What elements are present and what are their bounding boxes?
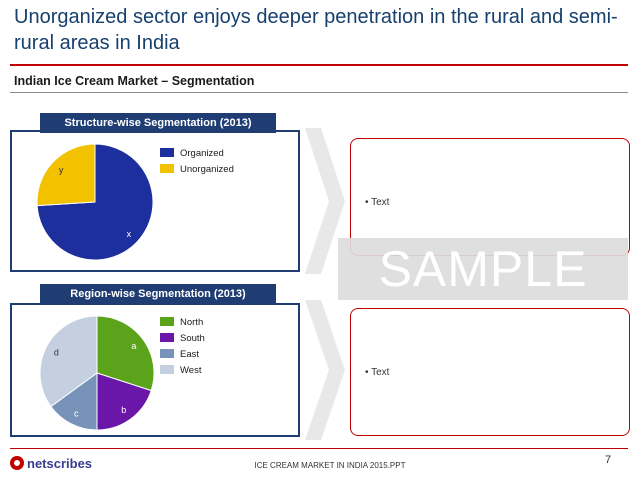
footer-report-name: ICE CREAM MARKET IN INDIA 2015.PPT [254, 461, 406, 470]
legend-swatch [160, 365, 174, 374]
structure-chart-box: x Organized y Unorganized [10, 130, 300, 272]
bullet-item: • Text [365, 197, 390, 208]
section-heading: Indian Ice Cream Market – Segmentation [14, 74, 255, 88]
pie-slice-unorganized [36, 143, 96, 207]
pie-slice-east [50, 372, 98, 431]
page-number: 7 [605, 454, 612, 466]
legend-label: South [180, 333, 205, 344]
pie-data-label: d [54, 347, 59, 357]
footer-divider [10, 448, 628, 449]
pie-data-label: a [131, 341, 136, 351]
pie-slice-west [39, 315, 98, 408]
watermark-band [338, 238, 628, 300]
bullet-item: • Text [365, 367, 390, 378]
pie-slice-south [96, 372, 152, 431]
legend-label: Organized [180, 148, 224, 159]
structure-segmentation-header: Structure-wise Segmentation (2013) [40, 113, 276, 133]
pie-data-label: y [59, 165, 64, 175]
arrow-chevron-top [305, 128, 345, 274]
pie-data-label: x [127, 229, 132, 239]
region-segmentation-header: Region-wise Segmentation (2013) [40, 284, 276, 304]
title-divider [10, 64, 628, 66]
netscribes-logo: netscribes [10, 456, 92, 474]
region-chart-box: a North b South c East d West [10, 303, 300, 437]
arrow-chevron-bottom [305, 300, 345, 440]
region-text-box: • Text [350, 308, 630, 436]
legend-swatch [160, 349, 174, 358]
region-pie-chart: a North b South c East d West [39, 315, 205, 431]
bullet-text: Text [371, 367, 390, 378]
structure-pie-chart: x Organized y Unorganized [36, 143, 234, 261]
bullet-text: Text [371, 197, 390, 208]
legend-swatch [160, 317, 174, 326]
legend-label: Unorganized [180, 164, 234, 175]
pie-data-label: c [74, 409, 79, 419]
sample-watermark: SAMPLE [378, 241, 588, 297]
legend-label: East [180, 349, 199, 360]
legend-label: West [180, 365, 202, 376]
logo-icon [10, 456, 24, 470]
pie-slice-north [96, 315, 155, 392]
pie-data-label: b [121, 405, 126, 415]
legend-swatch [160, 333, 174, 342]
legend-swatch [160, 164, 174, 173]
section-divider [10, 92, 628, 93]
slide-title: Unorganized sector enjoys deeper penetra… [14, 6, 618, 54]
legend-label: North [180, 317, 203, 328]
legend-swatch [160, 148, 174, 157]
logo-text: netscribes [27, 456, 93, 471]
